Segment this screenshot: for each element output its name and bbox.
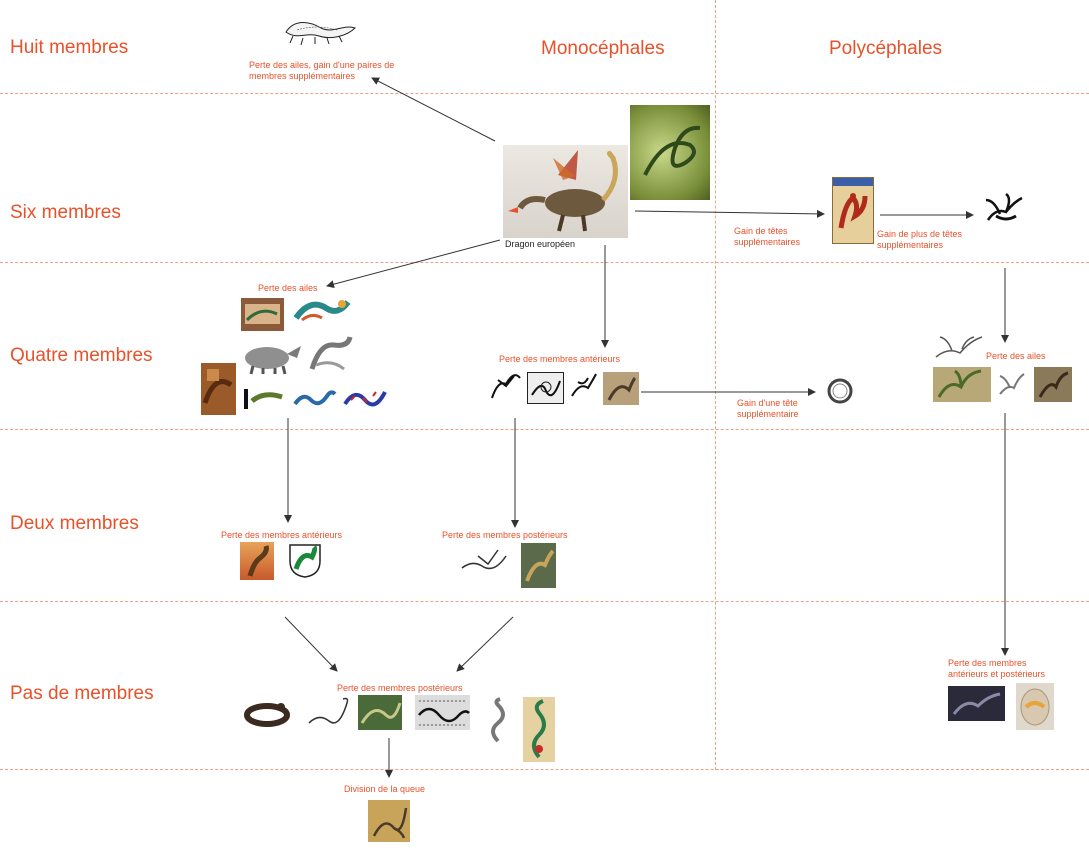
label-gain-more-heads: Gain de plus de têtes supplémentaires: [877, 229, 963, 250]
european-dragon-caption: Dragon européen: [505, 239, 576, 249]
label-gain-heads: Gain de têtes supplémentaires: [734, 226, 801, 247]
row-label-quatre: Quatre membres: [10, 345, 153, 366]
arrow: [284, 616, 338, 672]
label-loss-hind-limbs-2: Perte des membres postérieurs: [337, 683, 463, 693]
forest-serpent-image: [358, 695, 402, 730]
sketch-hydra-image: [932, 331, 987, 361]
label-tail-division: Division de la queue: [344, 784, 426, 794]
serpent-sketch-image: [303, 695, 353, 730]
label-loss-front-limbs-2: Perte des membres antérieurs: [221, 530, 343, 540]
row-divider: [0, 93, 1089, 94]
scroll-serpent-image: [523, 697, 555, 762]
engraved-dragon-image: [527, 372, 564, 404]
label-wings-extra-limbs: Perte des ailes, gain d'une paires de me…: [249, 60, 395, 81]
ouroboros-image: [823, 375, 858, 407]
painted-dragon-image: [201, 363, 236, 415]
hydra-engraving-image: [980, 192, 1030, 227]
row-divider: [0, 429, 1089, 430]
brown-wyvern-image: [603, 372, 639, 405]
rhino-dragon-image: [239, 338, 304, 375]
column-label-poly: Polycéphales: [829, 38, 943, 59]
arrow: [456, 616, 514, 672]
amphisbaena-image: [1016, 683, 1054, 730]
column-label-mono: Monocéphales: [541, 38, 665, 59]
arrow: [634, 209, 825, 218]
label-loss-wings-2: Perte des ailes: [986, 351, 1046, 361]
grey-serpent-image: [482, 697, 514, 745]
painted-wyvern-image: [521, 543, 556, 588]
row-divider: [0, 262, 1089, 263]
grey-hydra-image: [996, 370, 1026, 398]
column-divider: [715, 0, 716, 770]
coiled-serpent-image: [241, 697, 293, 729]
arrow: [371, 77, 496, 142]
serpent-engraving-image: [283, 14, 358, 46]
green-dragon-image: [630, 105, 710, 200]
row-label-deux: Deux membres: [10, 513, 139, 534]
row-divider: [0, 769, 1089, 770]
label-loss-front-limbs-1: Perte des membres antérieurs: [499, 354, 621, 364]
label-loss-wings-1: Perte des ailes: [258, 283, 318, 293]
european-dragon-image: [503, 145, 628, 238]
row-divider: [0, 601, 1089, 602]
blue-chinese-dragon-image: [293, 386, 337, 412]
engraved-serpent-image: [415, 695, 470, 730]
brown-hydra-image: [1034, 367, 1072, 402]
green-hydra-image: [933, 367, 991, 402]
manuscript-dragon-image: [241, 298, 284, 331]
row-label-pas: Pas de membres: [10, 683, 154, 704]
row-label-huit: Huit membres: [10, 37, 129, 58]
wyvern-sketch-image: [458, 546, 518, 578]
arrow: [326, 239, 501, 289]
dark-hydra-image: [948, 686, 1005, 721]
colorful-dragon-image: [292, 294, 352, 331]
lizard-dragon-image: [240, 383, 285, 413]
label-loss-all-limbs: Perte des membres antérieurs et postérie…: [948, 658, 1046, 679]
winged-wyvern-image: [488, 372, 521, 402]
red-chinese-dragon-image: [343, 384, 387, 412]
heraldic-shield-image: [286, 541, 324, 579]
split-tail-dragon-image: [368, 800, 410, 842]
label-gain-one-head: Gain d'une tête supplémentaire: [737, 398, 799, 419]
label-loss-hind-limbs-1: Perte des membres postérieurs: [442, 530, 568, 540]
wyvern-engraving-image: [566, 372, 599, 402]
desert-serpent-image: [240, 542, 274, 580]
grey-dragon-image: [306, 335, 356, 375]
row-label-six: Six membres: [10, 202, 121, 223]
hydra-manuscript-image: [832, 177, 874, 244]
